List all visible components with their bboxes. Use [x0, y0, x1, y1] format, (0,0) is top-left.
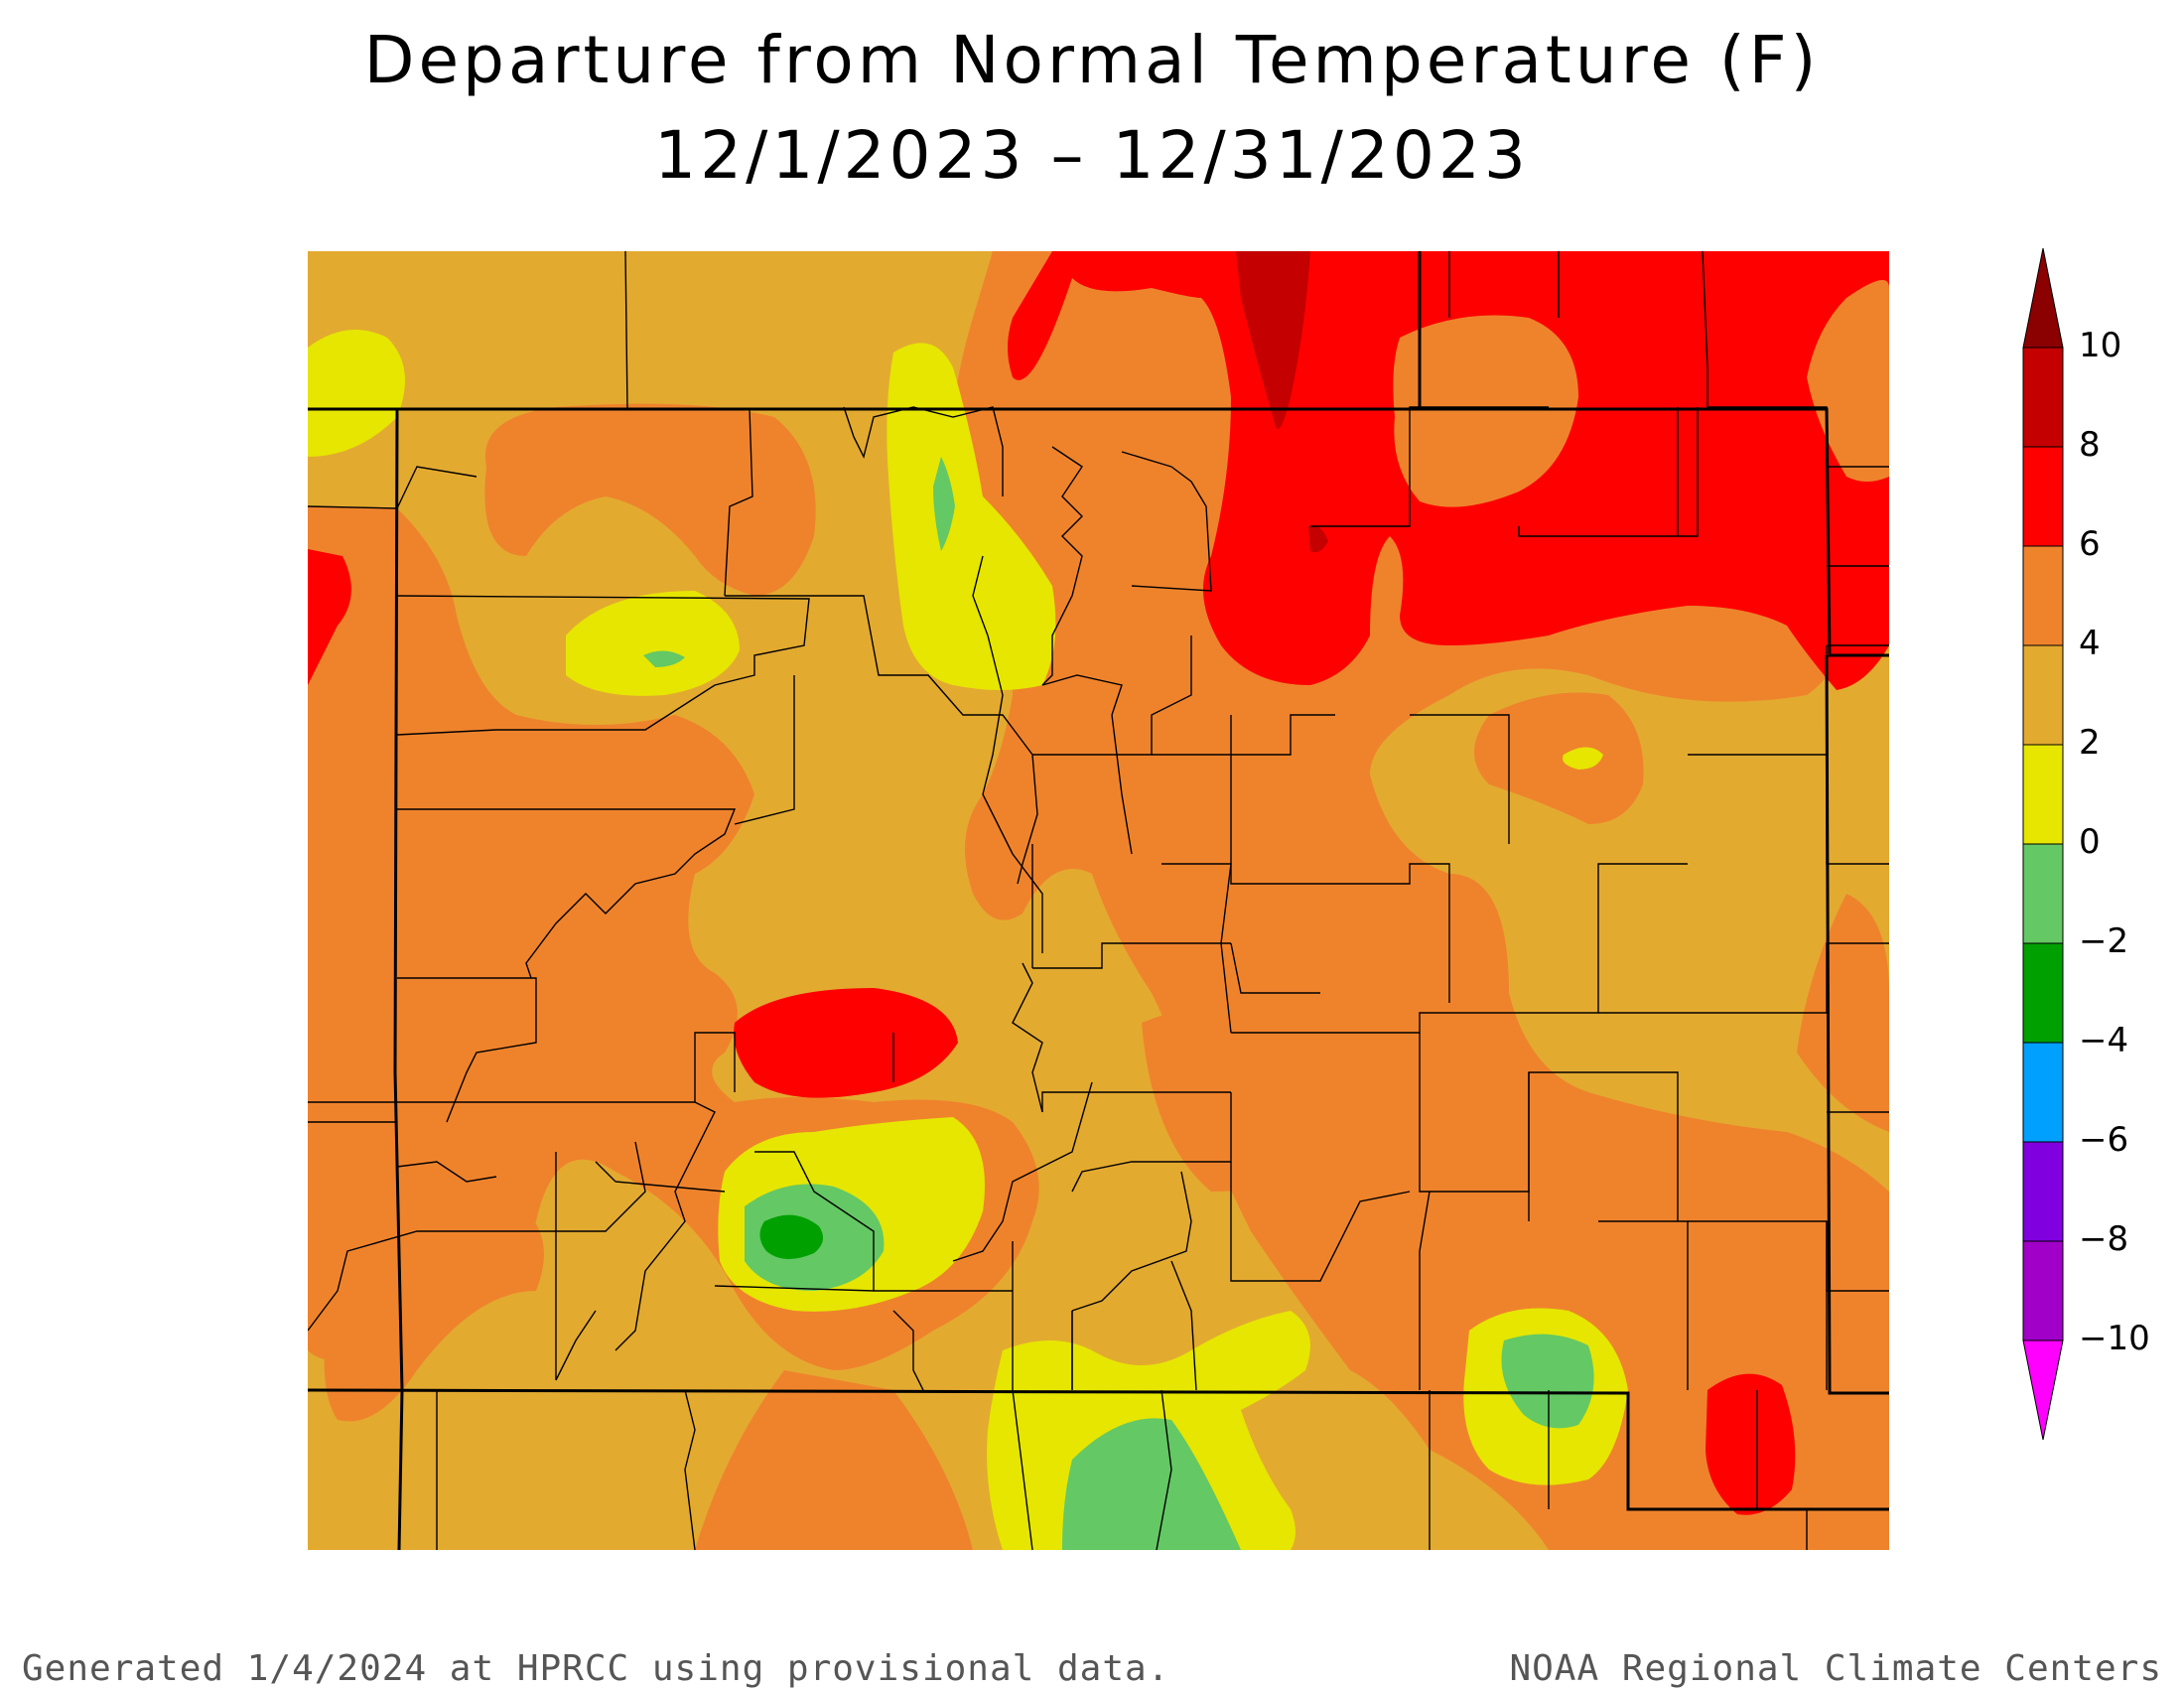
legend-tick-label: −6: [2079, 1120, 2129, 1160]
state-boundaries: [308, 251, 1889, 1550]
county-boundaries: [308, 251, 1889, 1550]
legend-tick-label: −10: [2079, 1319, 2150, 1358]
legend-swatch: [2022, 843, 2064, 944]
footer-source: NOAA Regional Climate Centers: [1509, 1648, 2162, 1689]
contour-neg4-to-neg2: [759, 1214, 823, 1260]
legend-tick-label: −2: [2079, 921, 2129, 961]
map-title: Departure from Normal Temperature (F): [363, 22, 1821, 98]
legend-swatch: [2022, 942, 2064, 1044]
legend-tick-label: 8: [2079, 425, 2101, 465]
footer-generated-note: Generated 1/4/2024 at HPRCC using provis…: [22, 1648, 1170, 1689]
legend-swatch: [2022, 545, 2064, 646]
legend-swatch: [2022, 1240, 2064, 1341]
legend-swatch: [2022, 644, 2064, 746]
legend-swatch: [2022, 744, 2064, 845]
contour-fill-layer: [308, 251, 1889, 1550]
legend-swatch: [2022, 347, 2064, 448]
legend-tick-label: 6: [2079, 524, 2101, 564]
legend-tick-label: 0: [2079, 822, 2101, 862]
contour-8-to-10: [1236, 251, 1328, 553]
legend-arrow-min: [2022, 1339, 2064, 1441]
legend-tick-label: 2: [2079, 723, 2101, 763]
legend-swatch: [2022, 1042, 2064, 1143]
legend-colorbar: [2022, 247, 2064, 1441]
legend-tick-label: 4: [2079, 624, 2101, 663]
contour-4-to-6-pocket: [1393, 280, 1889, 824]
legend-tick-label: −8: [2079, 1219, 2129, 1259]
legend-tick-label: 10: [2079, 326, 2122, 365]
legend-arrow-max: [2022, 247, 2064, 349]
legend-tick-label: −4: [2079, 1021, 2129, 1060]
map-date-range: 12/1/2023 – 12/31/2023: [654, 117, 1530, 194]
legend-swatch: [2022, 1141, 2064, 1242]
legend-swatch: [2022, 446, 2064, 547]
